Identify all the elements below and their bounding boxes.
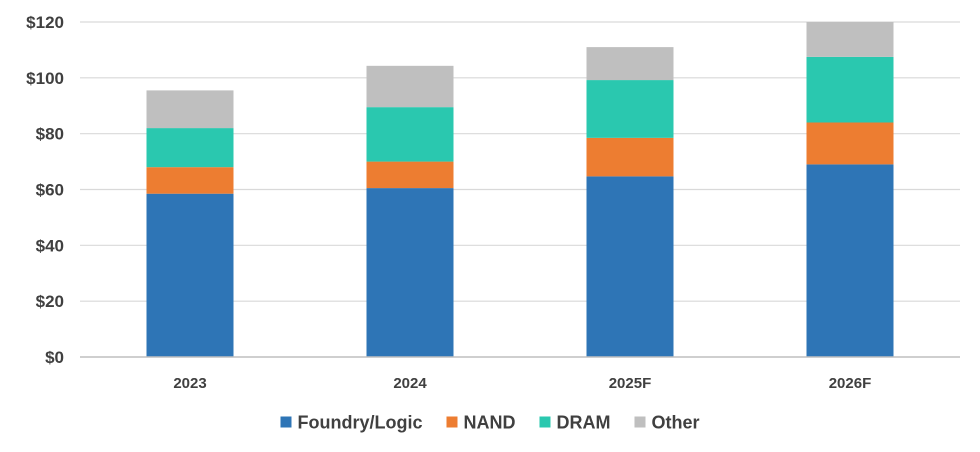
bar-segment <box>586 176 674 357</box>
legend-label: DRAM <box>556 413 610 433</box>
bar-segment <box>366 161 454 189</box>
legend-item: Other <box>634 413 700 433</box>
legend-item: Foundry/Logic <box>280 413 422 433</box>
legend-item: DRAM <box>539 413 610 433</box>
y-tick-label: $80 <box>36 125 64 144</box>
y-axis: $0 $20 $40 $60 $80 $100 $120 <box>26 13 64 367</box>
legend-item: NAND <box>446 413 515 433</box>
legend-label: Foundry/Logic <box>297 413 422 433</box>
bar-segment <box>146 193 234 357</box>
legend-swatch <box>539 416 551 428</box>
bar-segment <box>806 22 894 57</box>
bar-segment <box>146 90 234 129</box>
x-tick-label: 2026F <box>829 375 872 392</box>
bar-segment <box>146 167 234 194</box>
y-tick-label: $120 <box>26 13 64 32</box>
y-tick-label: $60 <box>36 181 64 200</box>
x-tick-label: 2024 <box>393 375 427 392</box>
bars <box>146 22 894 357</box>
y-tick-label: $0 <box>45 348 64 367</box>
bar-segment <box>366 65 454 108</box>
legend: Foundry/Logic NAND DRAM Other <box>280 413 700 433</box>
bar-segment <box>366 188 454 357</box>
bar-segment <box>806 164 894 357</box>
legend-swatch <box>280 416 292 428</box>
bar-segment <box>586 47 674 81</box>
legend-swatch <box>446 416 458 428</box>
legend-label: NAND <box>463 413 515 433</box>
y-tick-label: $40 <box>36 236 64 255</box>
bar-segment <box>806 56 894 123</box>
bar-segment <box>586 137 674 177</box>
y-tick-label: $100 <box>26 69 64 88</box>
x-tick-label: 2025F <box>609 375 652 392</box>
y-tick-label: $20 <box>36 292 64 311</box>
x-axis: 2023 2024 2025F 2026F <box>80 356 960 392</box>
x-tick-label: 2023 <box>173 375 206 392</box>
bar-segment <box>366 107 454 162</box>
bar-segment <box>586 80 674 138</box>
bar-segment <box>146 128 234 168</box>
bar-segment <box>806 122 894 165</box>
legend-label: Other <box>651 413 699 433</box>
legend-swatch <box>634 416 646 428</box>
